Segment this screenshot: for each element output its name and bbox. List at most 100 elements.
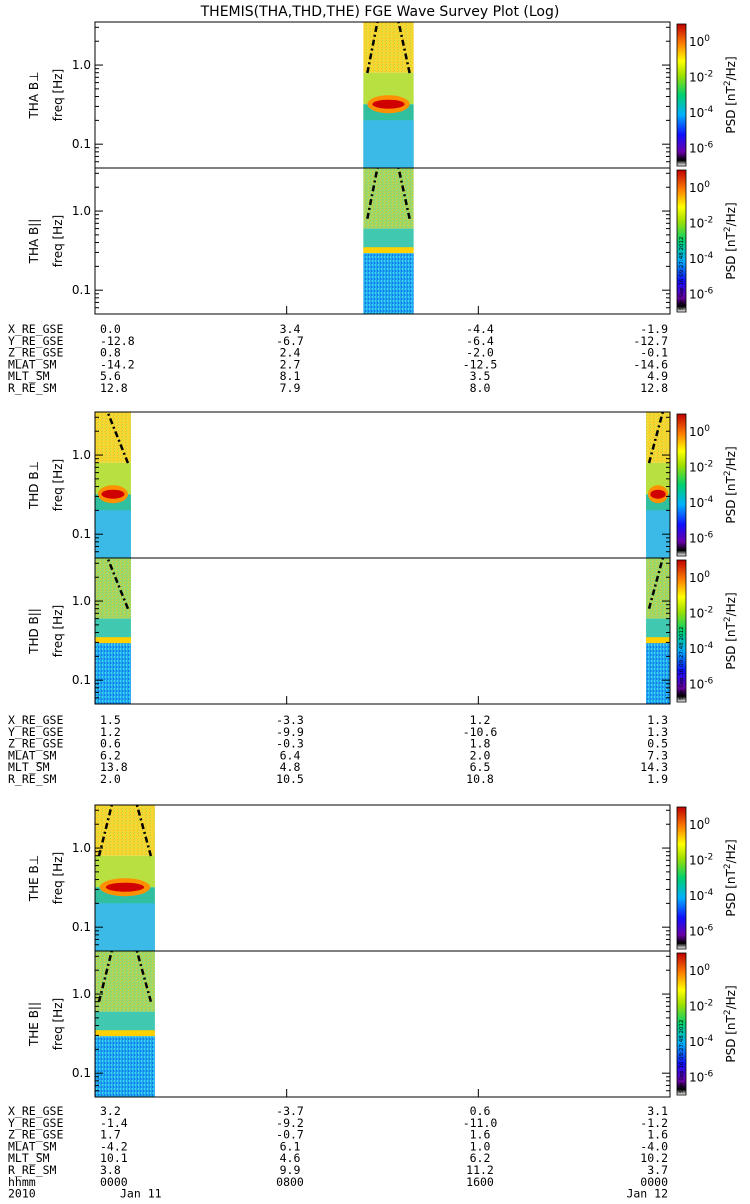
ephemeris-label: Z_RE_GSE [8, 346, 63, 360]
y-tick-label: 1.0 [72, 594, 91, 608]
ephemeris-value: 1.8 [470, 737, 491, 751]
ephemeris-value: 7.3 [647, 748, 668, 762]
ephemeris-value: -10.6 [463, 725, 498, 739]
y-tick-label: 0.1 [72, 283, 91, 297]
ephemeris-value: -9.2 [276, 1116, 304, 1130]
y-tick-label: 1.0 [72, 58, 91, 72]
ephemeris-value: 1.0 [470, 1139, 491, 1153]
ephemeris-value: 4.8 [280, 760, 301, 774]
panel-label: THA B|| [27, 219, 41, 265]
ephemeris-label: R_RE_SM [8, 1163, 57, 1177]
ephemeris-label: MLT_SM [8, 1151, 50, 1165]
ephemeris-value: 0.0 [100, 322, 121, 336]
ephemeris-value: -1.4 [100, 1116, 128, 1130]
ephemeris-value: -4.2 [100, 1139, 128, 1153]
fce-line [97, 804, 113, 857]
spectrogram-panel: 1.0 0.1 THE B|| freq [Hz] 100 10-2 10-4 10-6 PSD… [27, 950, 738, 1098]
emission-peak [95, 1030, 155, 1037]
panel-background [95, 805, 670, 951]
emission-peak [650, 489, 666, 499]
ephemeris-value: -1.2 [640, 1116, 668, 1130]
noise-texture [95, 951, 155, 1012]
ephemeris-value: 11.2 [466, 1163, 494, 1177]
fce-line [135, 804, 153, 857]
ephemeris-value: 12.8 [100, 381, 128, 395]
colorbar-tick-label: 10-6 [689, 676, 714, 691]
spectrogram-panel: 1.0 0.1 THD B|| freq [Hz] 100 10-2 10-4 10-6 PSD… [27, 557, 738, 705]
panel-label: THA B⊥ [27, 71, 41, 119]
ephemeris-value: 0.6 [470, 1104, 491, 1118]
ephemeris-value: 6.1 [280, 1139, 301, 1153]
ephemeris-value: -1.9 [640, 322, 668, 336]
fce-line [366, 21, 379, 74]
mid-freq-band [95, 1011, 155, 1034]
ephemeris-value: 1.9 [647, 772, 668, 786]
ephemeris-value: -12.7 [633, 334, 668, 348]
colorbar-tick-label: 10-6 [689, 530, 714, 545]
low-freq-floor [95, 903, 155, 951]
ephemeris-value: 3.5 [470, 369, 491, 383]
fce-line [106, 411, 130, 464]
ephemeris-value: 6.5 [470, 760, 491, 774]
ephemeris-value: 3.4 [280, 322, 301, 336]
y-tick-label: 0.1 [72, 527, 91, 541]
colorbar-tick-label: 10-6 [689, 286, 714, 301]
ephemeris-value: -4.0 [640, 1139, 668, 1153]
ephemeris-value: 3.2 [100, 1104, 121, 1118]
colorbar [676, 952, 687, 1096]
colorbar-tick-label: 10-4 [689, 105, 714, 120]
ephemeris-value: -3.7 [276, 1104, 304, 1118]
ephemeris-value: 1.2 [100, 725, 121, 739]
colorbar-tick-label: 10-4 [689, 495, 714, 510]
panel-frame [94, 950, 671, 1098]
ephemeris-value: 10.1 [100, 1151, 128, 1165]
panel-frame [94, 557, 671, 705]
y-tick-label: 1.0 [72, 841, 91, 855]
ephemeris-value: -9.9 [276, 725, 304, 739]
fce-line [647, 411, 665, 464]
colorbar-label: PSD [nT2/Hz] [723, 446, 738, 523]
ephemeris-value: 1.3 [647, 725, 668, 739]
ephemeris-value: 2.0 [470, 748, 491, 762]
spectrogram-panel: 1.0 0.1 THE B⊥ freq [Hz] 100 10-2 10-4 10-6 PSD … [27, 804, 738, 952]
ephemeris-value: -0.1 [640, 346, 668, 360]
ephemeris-label: Y_RE_GSE [8, 725, 63, 739]
colorbar-label: PSD [nT2/Hz] [723, 592, 738, 669]
colorbar-tick-label: 10-2 [689, 459, 713, 474]
panel-frame [94, 167, 671, 315]
ephemeris-table: X_RE_GSE 0.0 3.4 -4.4 -1.9 Y_RE_GSE -12.8 -6.7 -… [8, 322, 668, 395]
colorbar-tick-label: 100 [689, 963, 710, 978]
panel-label: THE B|| [27, 1002, 41, 1047]
y-tick-label: 1.0 [72, 204, 91, 218]
ephemeris-label: MLT_SM [8, 369, 50, 383]
probe-tha: 1.0 0.1 THA B⊥ freq [Hz] 100 10-2 10-4 10-6 PSD … [8, 21, 738, 395]
ephemeris-value: 4.9 [647, 369, 668, 383]
ephemeris-label: X_RE_GSE [8, 1104, 63, 1118]
ephemeris-value: 4.6 [280, 1151, 301, 1165]
y-tick-label: 1.0 [72, 987, 91, 1001]
fce-line [647, 557, 665, 610]
y-tick-label: 0.1 [72, 1066, 91, 1080]
y-tick-label: 1.0 [72, 448, 91, 462]
ephemeris-value: 10.8 [466, 772, 494, 786]
timestamp-stamp: Sun Sep 16 09:27:48 2012 [679, 236, 685, 310]
ephemeris-value: 13.8 [100, 760, 128, 774]
colorbar-tick-label: 10-2 [689, 215, 713, 230]
noise-texture [95, 805, 155, 856]
colorbar-tick-label: 10-2 [689, 998, 713, 1013]
ephemeris-value: 7.9 [280, 381, 301, 395]
noise-texture [95, 558, 131, 619]
ephemeris-value: 1.6 [647, 1128, 668, 1142]
emission-peak [95, 637, 131, 644]
colorbar [676, 413, 687, 557]
emission-peak [105, 882, 145, 892]
panel-background [95, 951, 670, 1097]
mid-freq-band [95, 618, 131, 641]
low-freq-floor [646, 510, 670, 558]
freq-axis-label: freq [Hz] [51, 69, 65, 121]
ephemeris-value: -6.7 [276, 334, 304, 348]
fce-line [366, 167, 379, 219]
ephemeris-value: 2.7 [280, 357, 301, 371]
probe-thd: 1.0 0.1 THD B⊥ freq [Hz] 100 10-2 10-4 10-6 PSD … [8, 411, 738, 786]
